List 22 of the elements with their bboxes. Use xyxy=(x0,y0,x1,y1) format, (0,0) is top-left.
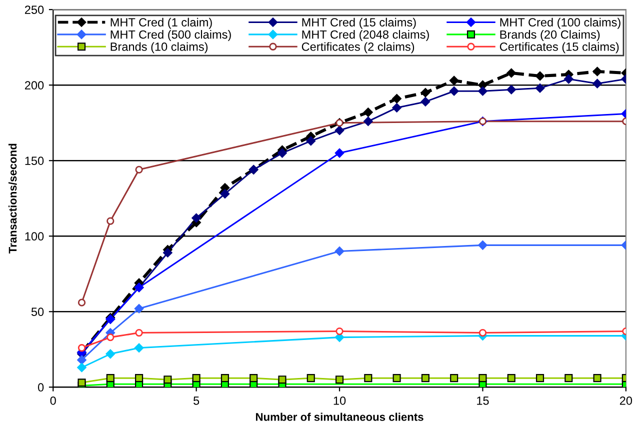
legend-label: Certificates (15 claims) xyxy=(500,42,619,54)
legend-label: MHT Cred (15 claims) xyxy=(302,18,416,29)
legend-label: MHT Cred (1 claim) xyxy=(110,18,212,29)
x-tick-label: 10 xyxy=(334,396,346,405)
legend-label: MHT Cred (100 claims) xyxy=(500,18,620,29)
x-axis-title: Number of simultaneous clients xyxy=(256,412,424,421)
x-tick-label: 20 xyxy=(620,396,632,405)
y-tick-label: 100 xyxy=(25,232,44,241)
y-axis-title: Transactions/second xyxy=(8,144,17,254)
x-tick-label: 0 xyxy=(50,396,56,405)
y-tick-label: 250 xyxy=(24,6,44,14)
x-tick-label: 5 xyxy=(194,396,200,405)
legend-label: Brands (10 claims) xyxy=(110,42,208,54)
x-tick-label: 15 xyxy=(477,396,489,405)
y-tick-label: 50 xyxy=(31,308,44,316)
legend-label: MHT Cred (500 claims) xyxy=(110,30,231,42)
y-tick-label: 150 xyxy=(25,156,44,165)
legend-label: Brands (20 Claims) xyxy=(500,30,600,42)
y-tick-label: 200 xyxy=(24,81,44,90)
legend-label: MHT Cred (2048 claims) xyxy=(302,30,429,42)
legend-label: Certificates (2 claims) xyxy=(302,42,414,54)
y-tick-label: 0 xyxy=(38,383,44,392)
